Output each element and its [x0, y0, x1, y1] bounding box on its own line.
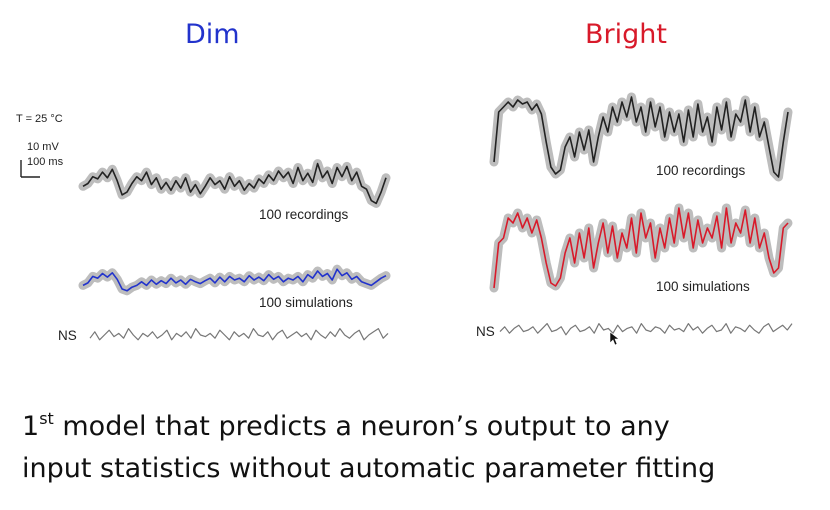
- temperature-unit: °C: [50, 113, 63, 125]
- scalebar-mv-label: 10 mV: [27, 141, 59, 153]
- scalebar-ms-label: 100 ms: [27, 156, 64, 168]
- temperature-label: T = 25 °C: [16, 113, 63, 125]
- bright-recordings-trace: [493, 96, 789, 178]
- bright-title: Bright: [585, 19, 667, 50]
- caption-line-1-text: model that predicts a neuron’s output to…: [53, 411, 670, 442]
- caption-superscript: st: [39, 409, 54, 428]
- temperature-value: T = 25: [16, 113, 51, 125]
- bright-ns-label: NS: [476, 324, 495, 339]
- dim-simulations-label: 100 simulations: [259, 295, 353, 310]
- dim-title: Dim: [185, 19, 240, 50]
- caption-line-2: input statistics without automatic param…: [22, 453, 716, 484]
- bright-recordings-label: 100 recordings: [656, 163, 746, 178]
- dim-recordings-trace: [82, 162, 387, 205]
- dim-ns-trace: [89, 328, 389, 341]
- caption-line-1: 1st model that predicts a neuron’s outpu…: [22, 406, 822, 448]
- bright-ns-trace: [499, 323, 793, 336]
- bright-simulations-label: 100 simulations: [656, 279, 750, 294]
- dim-simulations-trace: [82, 268, 387, 292]
- dim-ns-label: NS: [58, 328, 77, 343]
- dim-recordings-label: 100 recordings: [259, 207, 349, 222]
- caption-number: 1: [22, 411, 40, 442]
- traces-chart: [20, 92, 793, 346]
- caption: 1st model that predicts a neuron’s outpu…: [22, 406, 822, 490]
- dim-recordings-trace-band: [78, 159, 391, 208]
- mouse-cursor-icon: [609, 331, 620, 346]
- bright-simulations-trace: [493, 207, 789, 289]
- trace-layer: [78, 92, 793, 341]
